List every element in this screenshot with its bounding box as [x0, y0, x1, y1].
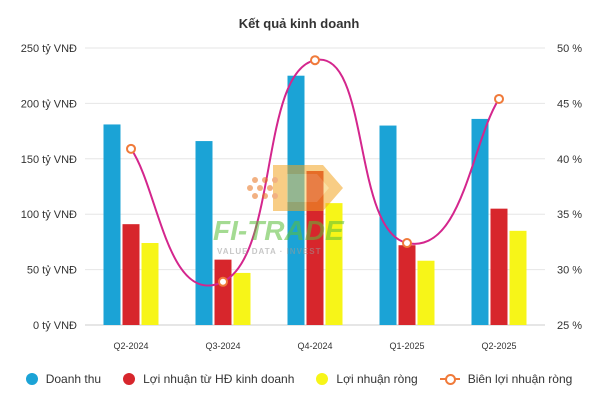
- x-tick-label: Q1-2025: [389, 341, 424, 351]
- x-tick-label: Q2-2025: [481, 341, 516, 351]
- bar-op-profit: [490, 208, 508, 325]
- bar-op-profit: [398, 245, 416, 325]
- y-right-tick-label: 30 %: [557, 265, 582, 277]
- x-tick-label: Q3-2024: [205, 341, 240, 351]
- legend-label-net-profit: Lợi nhuận ròng: [336, 372, 418, 386]
- x-tick-label: Q2-2024: [113, 341, 148, 351]
- y-left-tick-label: 100 tỷ VNĐ: [21, 209, 77, 221]
- legend-label-revenue: Doanh thu: [45, 372, 102, 386]
- bar-net-profit: [141, 243, 159, 325]
- bar-revenue: [287, 75, 305, 325]
- y-left-tick-label: 150 tỷ VNĐ: [21, 154, 77, 166]
- bar-net-profit: [509, 230, 527, 325]
- point-net-margin: [494, 93, 504, 104]
- bar-net-profit: [417, 260, 435, 325]
- y-right-tick-label: 25 %: [557, 320, 582, 332]
- bar-revenue: [379, 125, 397, 325]
- legend-label-op-profit: Lợi nhuận từ HĐ kinh doanh: [143, 372, 295, 386]
- y-left-tick-label: 250 tỷ VNĐ: [21, 43, 77, 55]
- y-right-tick-label: 35 %: [557, 209, 582, 221]
- y-left-tick-label: 50 tỷ VNĐ: [27, 265, 77, 277]
- y-right-tick-label: 40 %: [557, 154, 582, 166]
- axis-layer: 0 tỷ VNĐ 25 % 50 tỷ VNĐ 30 % 100 tỷ VNĐ 35 % 1…: [21, 43, 583, 351]
- bar-revenue: [195, 141, 213, 325]
- legend-item-revenue[interactable]: Doanh thu: [25, 372, 102, 386]
- point-net-margin: [310, 55, 320, 66]
- legend-item-op-profit[interactable]: Lợi nhuận từ HĐ kinh doanh: [123, 372, 294, 386]
- legend-label-net-margin: Biên lợi nhuận ròng: [467, 372, 573, 386]
- chart-legend: Doanh thu Lợi nhuận từ HĐ kinh doanh Lợi…: [0, 368, 598, 390]
- bar-revenue: [471, 118, 489, 325]
- y-left-tick-label: 0 tỷ VNĐ: [33, 320, 77, 332]
- point-net-margin: [402, 238, 412, 249]
- legend-item-net-margin[interactable]: Biên lợi nhuận ròng: [439, 372, 573, 386]
- bar-net-profit: [233, 272, 251, 325]
- legend-swatch-net-profit: [316, 373, 329, 385]
- bar-op-profit: [306, 170, 324, 325]
- chart-title: Kết quả kinh doanh: [239, 16, 360, 31]
- y-right-tick-label: 45 %: [557, 98, 582, 110]
- bar-net-profit: [325, 203, 343, 325]
- bar-layer: [103, 55, 527, 326]
- x-tick-label: Q4-2024: [297, 341, 332, 351]
- point-net-margin: [218, 276, 228, 287]
- legend-swatch-op-profit: [123, 373, 136, 385]
- legend-swatch-net-margin: [439, 373, 460, 385]
- bar-op-profit: [214, 259, 232, 325]
- y-right-tick-label: 50 %: [557, 43, 582, 55]
- bar-op-profit: [122, 224, 140, 325]
- y-left-tick-label: 200 tỷ VNĐ: [21, 98, 77, 110]
- legend-swatch-revenue: [25, 373, 38, 385]
- bar-revenue: [103, 124, 121, 326]
- legend-item-net-profit[interactable]: Lợi nhuận ròng: [316, 372, 418, 386]
- point-net-margin: [126, 143, 136, 154]
